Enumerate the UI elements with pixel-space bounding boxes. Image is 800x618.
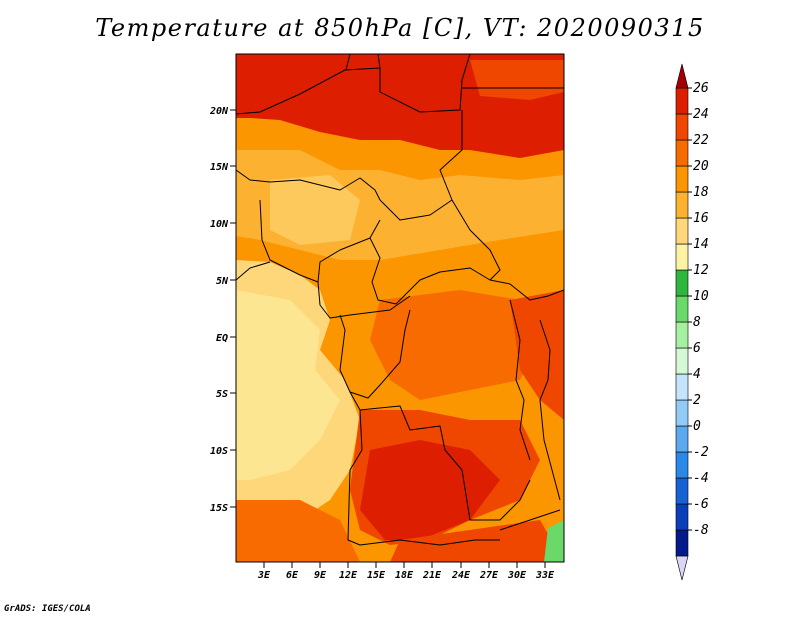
colorbar-label: -8 [693,523,709,538]
colorbar-swatch [675,477,689,505]
lat-label: EQ [216,333,228,344]
colorbar-swatch [675,63,689,89]
colorbar-swatch [675,347,689,375]
colorbar-label: 18 [693,185,709,200]
colorbar-label: 14 [693,237,709,252]
colorbar-swatch [675,451,689,479]
lat-label: 15N [210,162,229,173]
colorbar-swatch [675,373,689,401]
colorbar: 26 24 22 20 18 16 14 12 10 8 6 4 2 0 -2 … [675,63,709,581]
lon-label: 12E [339,570,358,581]
lon-label: 15E [367,570,386,581]
lon-label: 3E [257,570,271,581]
colorbar-label: 0 [693,419,701,434]
lon-label: 24E [451,570,471,581]
lat-label: 15S [210,503,228,514]
page-title: Temperature at 850hPa [C], VT: 202009031… [95,14,705,42]
lon-label: 33E [535,570,555,581]
colorbar-label: 20 [693,159,709,174]
colorbar-swatch [675,503,689,531]
lat-axis: 20N 15N 10N 5N EQ 5S 10S 15S [209,106,236,514]
map-frame [235,53,565,563]
lon-label: 18E [395,570,414,581]
colorbar-label: 22 [693,133,709,148]
colorbar-swatch [675,529,689,557]
lon-label: 21E [422,570,442,581]
colorbar-label: 24 [693,107,709,122]
colorbar-swatch [675,87,689,115]
colorbar-label: -6 [693,497,709,512]
colorbar-label: 6 [693,341,701,356]
colorbar-swatch [675,113,689,141]
colorbar-swatch [675,399,689,427]
colorbar-swatch [675,243,689,271]
colorbar-swatch [675,269,689,297]
colorbar-swatch [675,425,689,453]
colorbar-swatch [675,165,689,193]
colorbar-swatch [675,321,689,349]
colorbar-swatch [675,295,689,323]
colorbar-swatch [675,217,689,245]
lat-label: 5N [216,276,229,287]
grads-credit-text: GrADS: IGES/COLA [4,604,91,614]
lon-label: 27E [479,570,499,581]
lat-label: 5S [216,389,228,400]
lat-label: 10S [210,446,228,457]
colorbar-swatch [675,555,689,581]
temperature-field [236,54,564,562]
colorbar-label: 16 [693,211,709,226]
colorbar-label: 2 [693,393,701,408]
colorbar-label: -4 [693,471,709,486]
lat-label: 10N [210,219,229,230]
country-borders [236,54,564,546]
lon-label: 30E [507,570,527,581]
colorbar-swatch [675,191,689,219]
colorbar-label: 8 [693,315,701,330]
colorbar-label: 26 [693,81,709,96]
colorbar-label: 10 [693,289,709,304]
lon-axis: 3E 6E 9E 12E 15E 18E 21E 24E 27E 30E 33E [257,562,555,581]
colorbar-label: -2 [693,445,709,460]
colorbar-label: 4 [693,367,701,382]
lat-label: 20N [209,106,229,117]
lon-label: 6E [286,570,299,581]
lon-label: 9E [314,570,327,581]
colorbar-label: 12 [693,263,709,278]
colorbar-swatch [675,139,689,167]
